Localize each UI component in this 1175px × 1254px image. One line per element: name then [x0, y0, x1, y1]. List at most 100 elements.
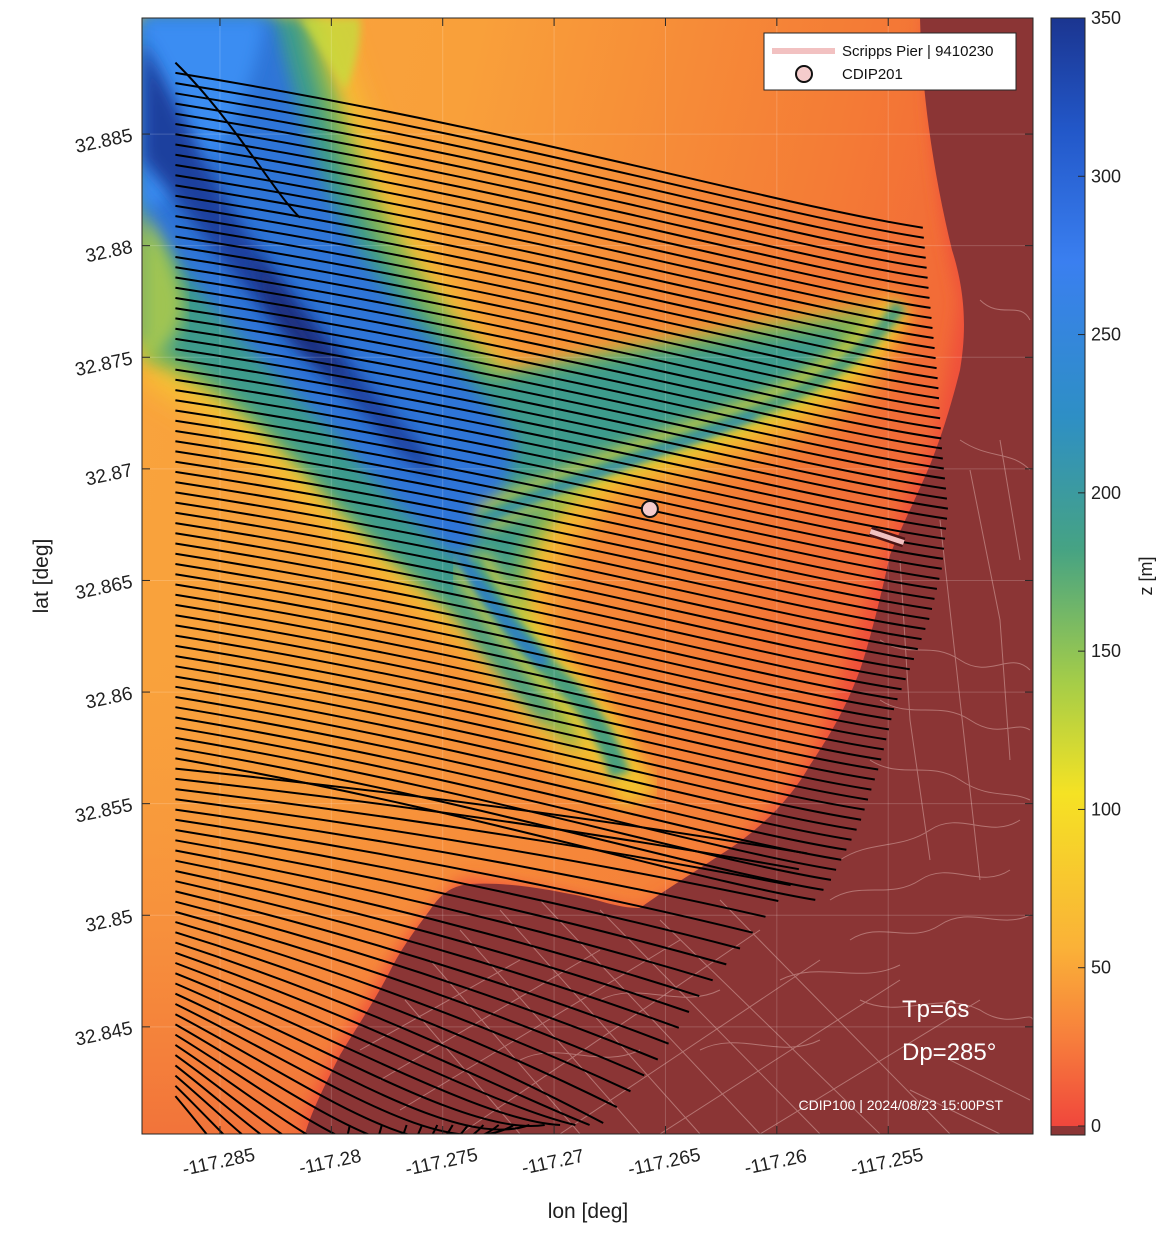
wave-ray-26 — [175, 327, 946, 480]
y-tick-label-0: 32.845 — [73, 1018, 134, 1051]
wave-ray-68 — [175, 757, 816, 901]
colorbar-land-swatch — [1051, 1126, 1085, 1135]
cdip201-marker[interactable] — [640, 500, 659, 519]
wave-ray-88 — [175, 962, 576, 1126]
wave-ray-7 — [175, 133, 929, 289]
wave-ray-35 — [175, 419, 942, 570]
wave-ray-38 — [175, 450, 935, 600]
wave-ray-5 — [175, 112, 927, 269]
wave-ray-37 — [175, 440, 938, 590]
wave-ray-50 — [175, 573, 892, 721]
x-tick-label-3: -117.27 — [520, 1146, 586, 1180]
wave-ray-30 — [175, 368, 948, 520]
wave-ray-2 — [175, 82, 924, 239]
wave-ray-13 — [175, 194, 935, 350]
wave-ray-8 — [175, 143, 930, 299]
wave-ray-1 — [175, 71, 923, 229]
wave-ray-92 — [174, 1003, 515, 1134]
wave-ray-52 — [175, 593, 887, 741]
wave-ray-78 — [175, 859, 700, 998]
colorbar-gradient — [1051, 18, 1085, 1126]
wave-ray-91 — [174, 992, 530, 1131]
y-tick-label-3: 32.86 — [84, 683, 135, 713]
wave-rays — [174, 61, 949, 1134]
colorbar-tick-label-1: 50 — [1091, 958, 1111, 978]
wave-ray-18 — [175, 245, 940, 400]
wave-ray-71 — [175, 788, 791, 887]
wave-ray-83 — [175, 910, 645, 1077]
legend-cdip-swatch — [795, 65, 813, 83]
tick-marks — [142, 18, 1033, 1134]
wave-ray-11 — [175, 174, 933, 329]
wave-ray-12 — [175, 184, 934, 339]
colorbar: 0 50 100 150 200 250 300 350 z [m] — [1050, 8, 1156, 1136]
wave-ray-57 — [175, 644, 872, 791]
wave-ray-77 — [175, 849, 713, 982]
colorbar-tick-label-6: 300 — [1091, 166, 1121, 186]
wave-ray-39 — [175, 460, 933, 610]
wave-ray-53 — [175, 603, 884, 751]
y-tick-label-4: 32.865 — [73, 572, 134, 605]
wave-ray-27 — [175, 337, 947, 490]
y-axis-label: lat [deg] — [30, 539, 53, 614]
legend-box — [763, 32, 1017, 91]
scripps-pier — [868, 526, 906, 548]
wave-ray-89 — [175, 972, 561, 1126]
wave-ray-86 — [175, 941, 604, 1124]
wave-ray-74 — [175, 818, 754, 934]
wave-ray-49 — [175, 563, 895, 711]
y-tick-label-2: 32.855 — [73, 795, 134, 828]
colorbar-tick-label-3: 150 — [1091, 641, 1121, 661]
wave-ray-54 — [175, 614, 882, 761]
y-tick-label-8: 32.885 — [73, 125, 134, 158]
wave-ray-25 — [175, 317, 944, 470]
wave-ray-100 — [174, 1085, 383, 1134]
legend: Scripps Pier | 9410230 CDIP201 — [763, 32, 1017, 91]
wave-ray-36 — [175, 430, 940, 580]
y-tick-labels: 32.845 32.85 32.855 32.86 32.865 32.87 32.875 3… — [73, 125, 134, 1050]
wave-ray-45 — [175, 522, 910, 671]
wave-ray-29 — [175, 358, 949, 510]
wave-ray-14 — [175, 204, 936, 360]
wave-ray-79 — [175, 870, 690, 1013]
wave-ray-55 — [175, 624, 879, 771]
wave-ray-75 — [175, 829, 741, 950]
wave-ray-0 — [174, 61, 301, 219]
wave-ray-73 — [175, 808, 766, 918]
wave-ray-84 — [175, 921, 631, 1093]
wave-ray-94 — [174, 1023, 485, 1134]
colorbar-ticks: 0 50 100 150 200 250 300 350 — [1078, 8, 1121, 1136]
wave-ray-95 — [174, 1033, 469, 1134]
wave-ray-47 — [175, 542, 902, 691]
wave-ray-42 — [175, 491, 922, 641]
wave-ray-31 — [175, 378, 947, 530]
wave-ray-19 — [175, 256, 940, 410]
colorbar-tick-label-5: 250 — [1091, 325, 1121, 345]
plot-area — [142, 18, 1033, 1134]
wave-ray-70 — [175, 777, 800, 871]
wave-ray-24 — [175, 307, 943, 460]
x-tick-label-1: -117.28 — [297, 1146, 363, 1180]
x-tick-label-5: -117.26 — [743, 1146, 809, 1180]
wave-ray-99 — [174, 1074, 408, 1134]
x-axis-label: lon [deg] — [548, 1200, 629, 1223]
peak-direction-label: Dp=285° — [902, 1039, 996, 1066]
wave-ray-60 — [175, 675, 862, 821]
wave-ray-15 — [175, 215, 937, 370]
wave-ray-96 — [174, 1044, 454, 1134]
wave-ray-98 — [174, 1064, 423, 1134]
y-tick-label-6: 32.875 — [73, 348, 134, 381]
wave-ray-43 — [175, 501, 918, 651]
wave-ray-72 — [175, 798, 779, 902]
wave-ray-6 — [175, 123, 928, 279]
y-tick-label-5: 32.87 — [84, 460, 135, 490]
wave-ray-97 — [174, 1054, 439, 1134]
wave-ray-40 — [175, 470, 930, 620]
source-timestamp-label: CDIP100 | 2024/08/23 15:00PST — [799, 1097, 1004, 1113]
wave-ray-17 — [175, 235, 939, 390]
wave-ray-34 — [175, 409, 944, 560]
wave-ray-21 — [175, 276, 941, 430]
wave-ray-65 — [175, 726, 837, 871]
colorbar-tick-label-0: 0 — [1091, 1116, 1101, 1136]
